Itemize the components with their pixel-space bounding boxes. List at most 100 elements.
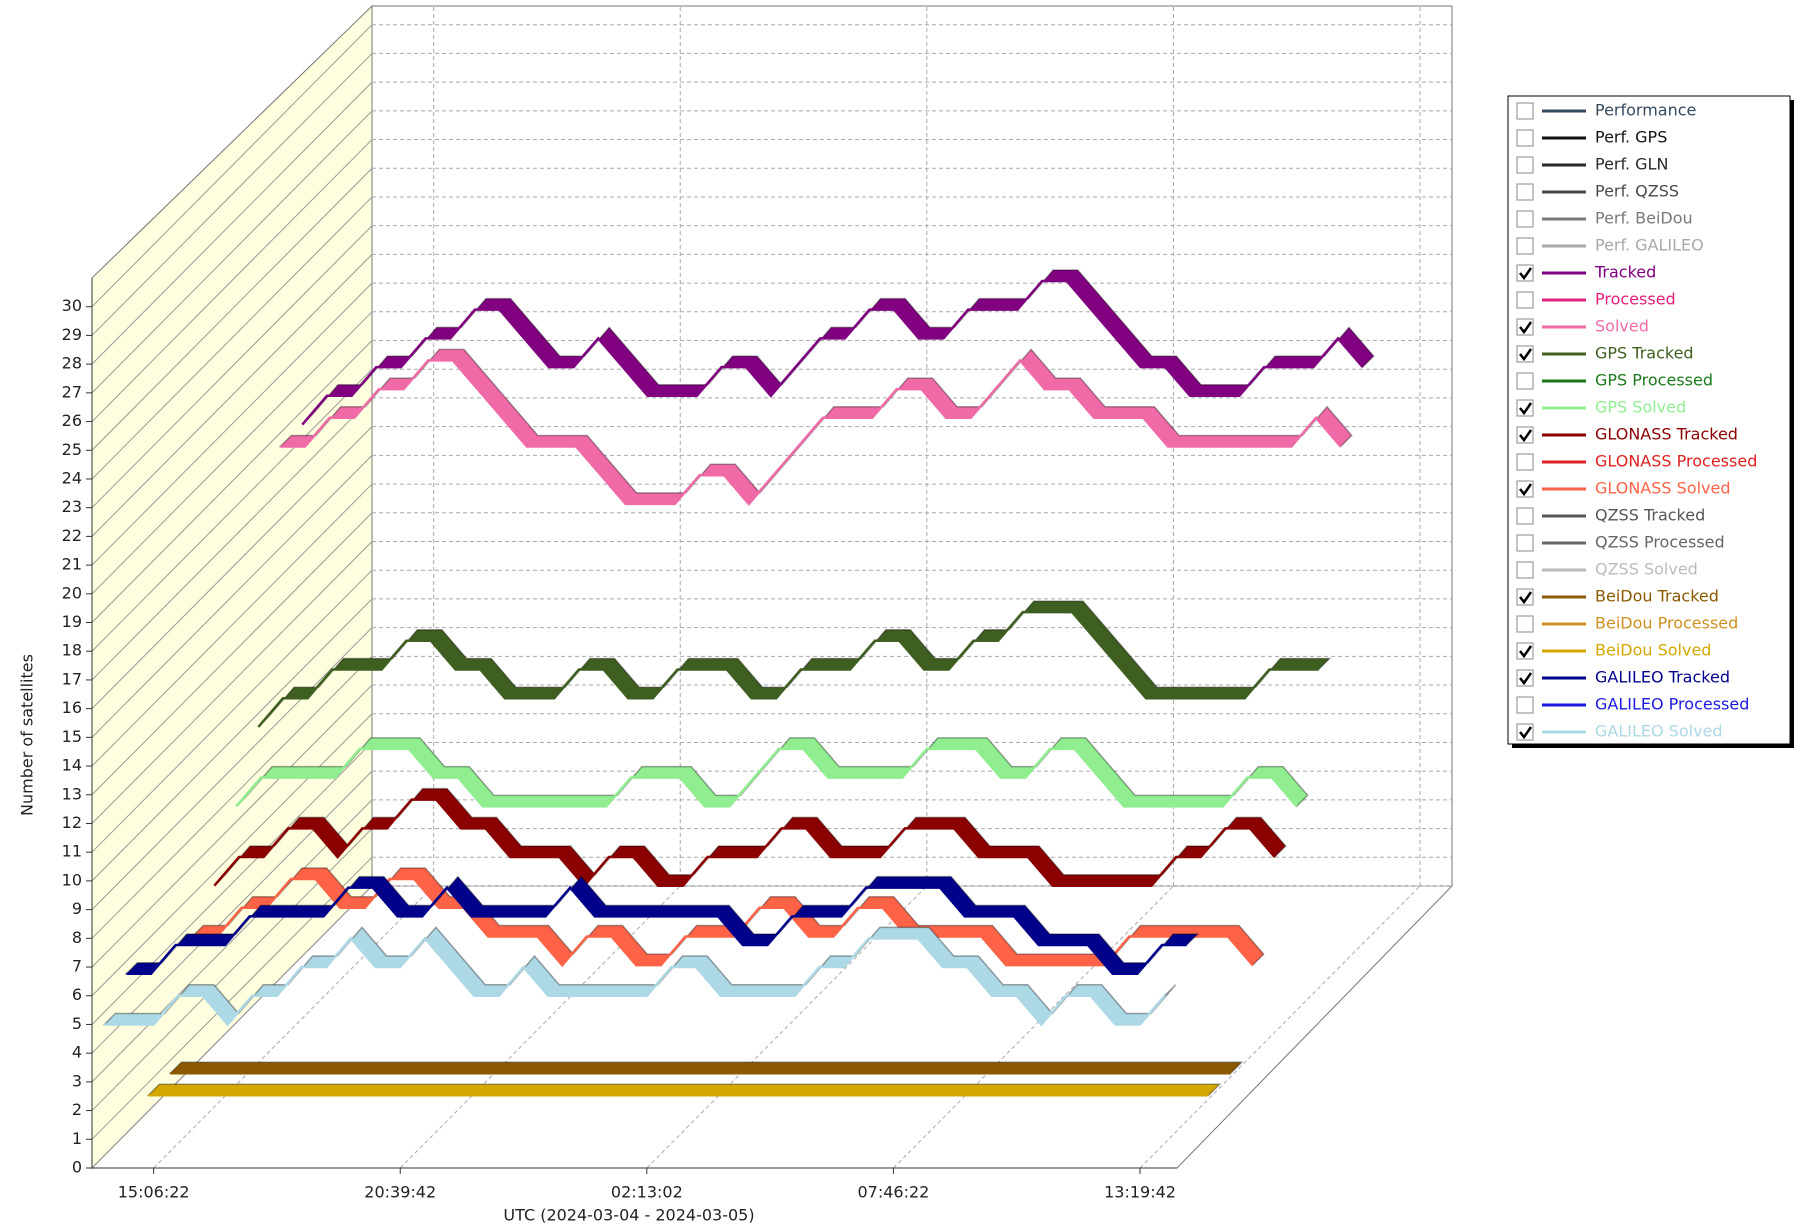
legend-label: Perf. QZSS (1595, 182, 1679, 201)
legend-label: GALILEO Solved (1595, 722, 1723, 741)
y-tick-label: 26 (62, 411, 82, 430)
grid-line (91, 598, 373, 882)
y-tick-label: 20 (62, 583, 82, 602)
grid-line (91, 684, 373, 968)
legend-check (1519, 321, 1533, 335)
series-line (257, 610, 1319, 728)
legend-label: QZSS Processed (1595, 533, 1725, 552)
legend-label: Perf. GPS (1595, 128, 1667, 147)
legend-label: Tracked (1594, 263, 1656, 282)
y-tick-label: 8 (72, 928, 82, 947)
grid-line (91, 483, 373, 767)
y-tick-label: 0 (72, 1158, 82, 1177)
grid-line (91, 742, 373, 1025)
legend-checkbox[interactable] (1516, 129, 1534, 147)
grid-line (91, 627, 373, 910)
grid-line (91, 713, 373, 997)
y-tick-label: 25 (62, 440, 82, 459)
y-tick-label: 6 (72, 985, 82, 1004)
grid-line (91, 655, 373, 939)
y-tick-label: 12 (62, 813, 82, 832)
grid-line (91, 139, 373, 422)
series-line (235, 747, 1298, 808)
legend-checkbox[interactable] (1516, 237, 1534, 255)
legend-check (1519, 672, 1533, 686)
legend-checkbox[interactable] (1516, 507, 1534, 525)
grid-line (91, 254, 373, 537)
grid-line (91, 541, 373, 824)
y-tick-label: 2 (72, 1100, 82, 1119)
y-tick-label: 22 (62, 526, 82, 545)
grid-line (91, 426, 373, 709)
grid-line (91, 24, 373, 308)
grid-line (91, 885, 373, 1169)
legend-label: Perf. GALILEO (1595, 236, 1704, 255)
grid-line (153, 885, 435, 1169)
grid-line (91, 512, 373, 796)
legend-checkbox[interactable] (1516, 696, 1534, 714)
x-tick-label: 20:39:42 (364, 1183, 436, 1202)
ribbon (168, 1061, 1244, 1075)
grid-line (91, 799, 373, 1083)
grid-line (91, 81, 373, 365)
legend-checkbox[interactable] (1516, 561, 1534, 579)
grid-line (91, 397, 373, 681)
legend-label: QZSS Tracked (1595, 506, 1705, 525)
legend-checkbox[interactable] (1516, 102, 1534, 120)
y-tick-label: 18 (62, 641, 82, 660)
y-tick-label: 15 (62, 727, 82, 746)
x-tick-label: 13:19:42 (1104, 1183, 1176, 1202)
legend-label: GPS Solved (1595, 398, 1686, 417)
ribbon (146, 1083, 1222, 1097)
legend-checkbox[interactable] (1516, 615, 1534, 633)
grid-line (91, 368, 373, 652)
y-tick-label: 1 (72, 1129, 82, 1148)
x-tick-label: 15:06:22 (118, 1183, 190, 1202)
legend-check (1519, 483, 1533, 497)
y-tick-label: 29 (62, 325, 82, 344)
y-tick-label: 4 (72, 1043, 82, 1062)
legend-checkbox[interactable] (1516, 372, 1534, 390)
legend-label: GLONASS Processed (1595, 452, 1757, 471)
grid-line (91, 455, 373, 738)
series-line (280, 358, 1342, 506)
grid-line (91, 340, 373, 623)
grid-line (91, 53, 373, 336)
y-tick-label: 28 (62, 354, 82, 373)
series-line (192, 877, 1254, 968)
legend-label: GLONASS Solved (1595, 479, 1731, 498)
legend-check (1519, 348, 1533, 362)
grid-line (893, 885, 1174, 1169)
grid-line (91, 167, 373, 451)
legend-label: BeiDou Tracked (1595, 587, 1719, 606)
legend-checkbox[interactable] (1516, 453, 1534, 471)
grid-line (91, 110, 373, 394)
series-line (301, 279, 1364, 426)
y-tick-label: 10 (62, 870, 82, 889)
legend-label: GPS Tracked (1595, 344, 1694, 363)
y-tick-label: 17 (62, 669, 82, 688)
y-tick-label: 30 (62, 296, 82, 315)
grid-line (1139, 885, 1421, 1169)
legend-checkbox[interactable] (1516, 183, 1534, 201)
legend-checkbox[interactable] (1516, 156, 1534, 174)
legend-checkbox[interactable] (1516, 291, 1534, 309)
legend-checkbox[interactable] (1516, 534, 1534, 552)
legend-check (1519, 726, 1533, 740)
legend-check (1519, 267, 1533, 281)
grid-line (91, 569, 373, 853)
grid-line (91, 282, 373, 566)
y-tick-label: 13 (62, 784, 82, 803)
plot-area (102, 269, 1375, 1097)
legend-label: GALILEO Processed (1595, 695, 1749, 714)
legend (1507, 95, 1791, 745)
legend-label: Performance (1595, 101, 1696, 120)
y-tick-label: 7 (72, 957, 82, 976)
legend-check (1519, 591, 1533, 605)
legend-label: Solved (1595, 317, 1649, 336)
legend-label: GALILEO Tracked (1595, 668, 1730, 687)
legend-checkbox[interactable] (1516, 210, 1534, 228)
y-tick-label: 16 (62, 698, 82, 717)
y-tick-label: 14 (62, 756, 82, 775)
legend-label: Perf. BeiDou (1595, 209, 1693, 228)
